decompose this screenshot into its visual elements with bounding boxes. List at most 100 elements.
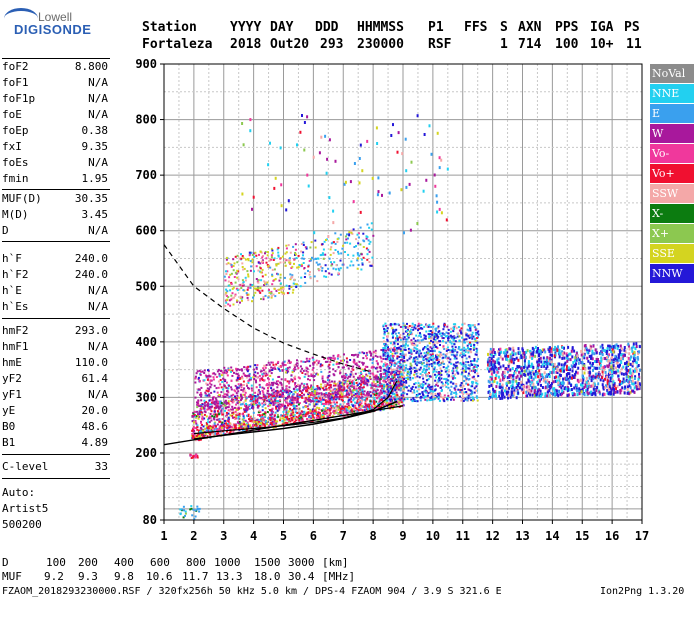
echo-point: [456, 327, 458, 329]
echo-point: [304, 361, 306, 363]
echo-point: [221, 422, 223, 424]
echo-point: [379, 400, 381, 402]
echo-point: [410, 363, 412, 365]
echo-point: [453, 399, 455, 401]
echo-point: [256, 368, 258, 370]
echo-point: [467, 335, 469, 337]
echo-point: [424, 365, 426, 367]
echo-point: [396, 352, 398, 354]
echo-point: [464, 388, 466, 390]
echo-point: [375, 394, 377, 396]
echo-point: [208, 407, 210, 409]
echo-point: [394, 343, 396, 345]
echo-point: [259, 415, 261, 417]
echo-point: [431, 365, 433, 367]
echo-point: [468, 356, 470, 358]
echo-point: [210, 380, 212, 382]
echo-point: [535, 346, 537, 349]
echo-point: [347, 409, 349, 411]
echo-point: [430, 399, 432, 401]
echo-point: [344, 375, 346, 377]
echo-point: [443, 337, 445, 339]
echo-point: [274, 402, 276, 404]
echo-point: [281, 392, 283, 394]
echo-point: [387, 371, 389, 373]
echo-point: [428, 368, 430, 370]
echo-point: [258, 421, 260, 423]
echo-point: [301, 368, 303, 370]
echo-point: [445, 342, 447, 344]
echo-point: [445, 371, 447, 373]
echo-point: [199, 411, 201, 413]
echo-point: [338, 409, 340, 411]
echo-point: [450, 393, 452, 395]
echo-point: [246, 397, 248, 399]
echo-point: [434, 389, 436, 391]
echo-point: [615, 387, 617, 390]
echo-point: [532, 347, 534, 350]
echo-point: [223, 425, 225, 427]
echo-point: [403, 390, 405, 392]
echo-point: [373, 390, 375, 392]
echo-point: [363, 362, 365, 364]
echo-point: [382, 347, 384, 349]
echo-point: [446, 332, 448, 334]
echo-point: [192, 435, 194, 437]
echo-point: [310, 373, 312, 375]
echo-point: [308, 387, 310, 389]
echo-point: [438, 364, 440, 366]
echo-point: [220, 391, 222, 393]
echo-point: [461, 391, 463, 393]
echo-point: [618, 359, 620, 362]
echo-point: [395, 333, 397, 335]
echo-point: [384, 323, 386, 325]
echo-point: [450, 363, 452, 365]
echo-point: [534, 389, 536, 392]
echo-point: [387, 327, 389, 329]
echo-point: [206, 425, 208, 427]
echo-point: [342, 367, 344, 369]
echo-point: [415, 340, 417, 342]
echo-point: [270, 398, 272, 400]
echo-point: [228, 385, 230, 387]
echo-point: [474, 338, 476, 340]
echo-point: [547, 383, 549, 386]
echo-point: [270, 394, 272, 396]
echo-point: [470, 351, 472, 353]
echo-point: [432, 355, 434, 357]
echo-point: [243, 417, 245, 419]
echo-point: [444, 394, 446, 396]
echo-point: [256, 425, 258, 427]
echo-point: [259, 393, 261, 395]
echo-point: [383, 397, 385, 399]
echo-point: [404, 384, 406, 386]
echo-point: [301, 383, 303, 385]
echo-point: [356, 393, 358, 395]
echo-point: [425, 383, 427, 385]
echo-point: [415, 348, 417, 350]
echo-point: [386, 388, 388, 390]
echo-point: [613, 350, 615, 353]
echo-point: [463, 385, 465, 387]
echo-point: [410, 365, 412, 367]
echo-point: [294, 376, 296, 378]
echo-point: [267, 417, 269, 419]
echo-point: [401, 337, 403, 339]
echo-point: [337, 407, 339, 409]
echo-point: [488, 380, 490, 383]
echo-point: [346, 412, 348, 414]
echo-point: [477, 400, 479, 402]
echo-point: [416, 345, 418, 347]
echo-point: [248, 396, 250, 398]
echo-point: [331, 397, 333, 399]
echo-point: [474, 326, 476, 328]
echo-point: [498, 391, 500, 394]
echo-point: [298, 419, 300, 421]
echo-point: [246, 383, 248, 385]
echo-point: [454, 374, 456, 376]
echo-point: [256, 421, 258, 423]
echo-point: [419, 369, 421, 371]
echo-point: [607, 365, 609, 368]
echo-point: [388, 376, 390, 378]
echo-point: [515, 380, 517, 383]
